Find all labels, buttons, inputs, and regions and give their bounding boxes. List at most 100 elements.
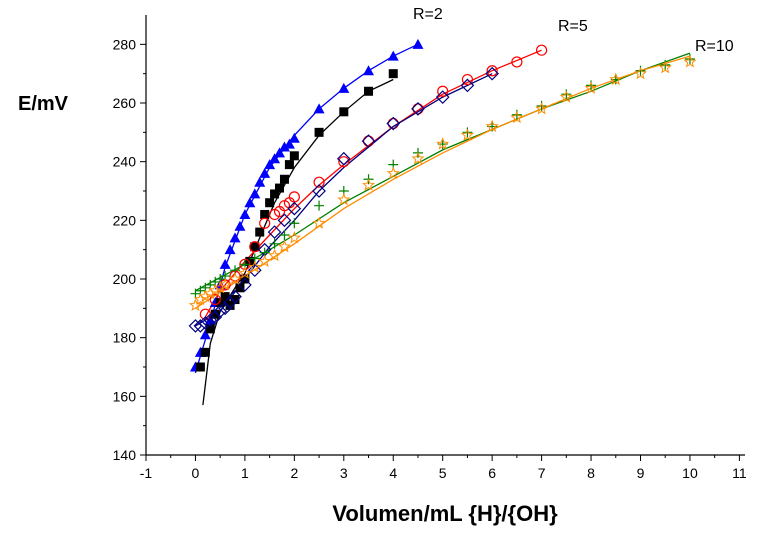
data-point-s0 <box>283 138 295 149</box>
data-point-s1 <box>279 174 289 184</box>
data-point-s5 <box>634 66 647 80</box>
x-axis-title: Volumen/mL {H}/{OH} <box>332 501 558 526</box>
data-point-s1 <box>265 198 275 208</box>
data-point-s5 <box>337 192 351 206</box>
fit-curve-5 <box>195 55 691 309</box>
data-point-s5 <box>460 128 475 141</box>
x-tick-label: 4 <box>389 465 397 481</box>
x-tick-label: 0 <box>192 465 200 481</box>
annotation-r5: R=5 <box>558 18 588 35</box>
data-point-s3 <box>213 304 228 319</box>
data-point-s0 <box>274 147 286 158</box>
x-tick-label: 2 <box>290 465 298 481</box>
data-point-s5 <box>193 292 207 306</box>
data-point-s5 <box>228 272 242 285</box>
data-point-s0 <box>239 208 251 219</box>
data-point-s3 <box>435 90 450 104</box>
data-point-s5 <box>203 286 217 300</box>
data-point-s1 <box>205 324 215 334</box>
data-point-s5 <box>218 278 232 291</box>
data-point-s2 <box>535 44 548 56</box>
data-point-s1 <box>289 151 299 161</box>
data-point-s5 <box>411 151 425 165</box>
data-point-s3 <box>287 201 302 216</box>
data-point-s4 <box>314 200 325 211</box>
data-point-s5 <box>584 81 598 94</box>
data-point-s3 <box>238 278 252 292</box>
data-point-s3 <box>247 263 262 278</box>
data-point-s0 <box>204 314 216 325</box>
data-point-s1 <box>339 107 349 117</box>
data-point-s1 <box>210 309 220 319</box>
data-point-s1 <box>314 127 324 137</box>
data-point-s2 <box>338 156 350 168</box>
data-point-s0 <box>244 197 256 208</box>
data-point-s2 <box>387 117 399 130</box>
data-point-s1 <box>215 297 225 307</box>
y-tick-label: 200 <box>113 271 137 287</box>
data-point-s3 <box>228 289 242 304</box>
annotation-r2: R=2 <box>413 6 443 23</box>
data-point-s5 <box>683 55 697 68</box>
fit-curve-4 <box>195 52 691 292</box>
x-tick-label: 8 <box>587 465 595 481</box>
data-point-s3 <box>218 301 232 316</box>
data-point-s2 <box>412 103 424 115</box>
data-point-s1 <box>230 295 240 305</box>
data-point-s1 <box>225 300 235 310</box>
data-point-s0 <box>219 258 231 269</box>
data-point-s0 <box>313 103 325 114</box>
data-point-s5 <box>208 283 222 297</box>
x-tick-label: 10 <box>682 465 698 481</box>
data-point-s3 <box>336 151 351 166</box>
data-point-s1 <box>250 242 260 252</box>
axes: -1 0 1 2 3 4 5 6 7 8 9 10 11 140 160 180 200 220 240 260 280 <box>113 15 747 481</box>
data-point-s5 <box>559 90 573 103</box>
y-tick-label: 220 <box>113 212 137 228</box>
x-tick-label: -1 <box>140 465 153 481</box>
data-point-s2 <box>461 73 474 86</box>
data-point-s3 <box>277 213 292 228</box>
data-point-s5 <box>188 298 203 312</box>
data-point-s1 <box>255 227 265 237</box>
data-point-s3 <box>208 310 223 324</box>
data-point-s0 <box>224 244 236 255</box>
data-point-s3 <box>267 225 282 239</box>
data-point-s0 <box>229 232 241 243</box>
data-point-s1 <box>245 256 255 266</box>
y-axis-title: E/mV <box>18 93 69 115</box>
data-point-s5 <box>238 266 252 279</box>
data-point-s5 <box>277 239 291 253</box>
data-point-s2 <box>486 65 498 77</box>
data-point-s1 <box>195 362 205 372</box>
data-point-s5 <box>362 178 376 191</box>
data-point-s5 <box>267 248 282 262</box>
data-point-s0 <box>199 329 211 340</box>
x-tick-label: 7 <box>538 465 546 481</box>
data-point-s3 <box>193 319 208 333</box>
data-point-s3 <box>361 134 376 148</box>
data-point-s3 <box>386 116 401 131</box>
data-point-s1 <box>200 347 210 357</box>
data-point-s5 <box>436 137 450 150</box>
data-point-s0 <box>259 167 271 178</box>
data-point-s1 <box>275 183 285 193</box>
data-point-s0 <box>264 159 276 170</box>
data-point-s3 <box>312 184 326 198</box>
x-tick-label: 3 <box>340 465 348 481</box>
data-point-s5 <box>258 254 272 268</box>
data-point-s1 <box>235 283 245 293</box>
data-point-s5 <box>386 166 400 180</box>
data-point-s1 <box>284 160 294 170</box>
data-point-s5 <box>510 110 524 124</box>
data-point-s3 <box>460 78 475 93</box>
data-point-s0 <box>254 176 266 187</box>
data-point-s0 <box>249 188 261 199</box>
data-point-s5 <box>248 260 262 273</box>
data-point-s4 <box>289 218 300 229</box>
data-point-s5 <box>535 102 549 115</box>
data-point-s0 <box>278 141 290 152</box>
y-tick-label: 160 <box>113 388 137 404</box>
data-point-s0 <box>338 82 350 93</box>
data-point-s2 <box>362 135 375 147</box>
